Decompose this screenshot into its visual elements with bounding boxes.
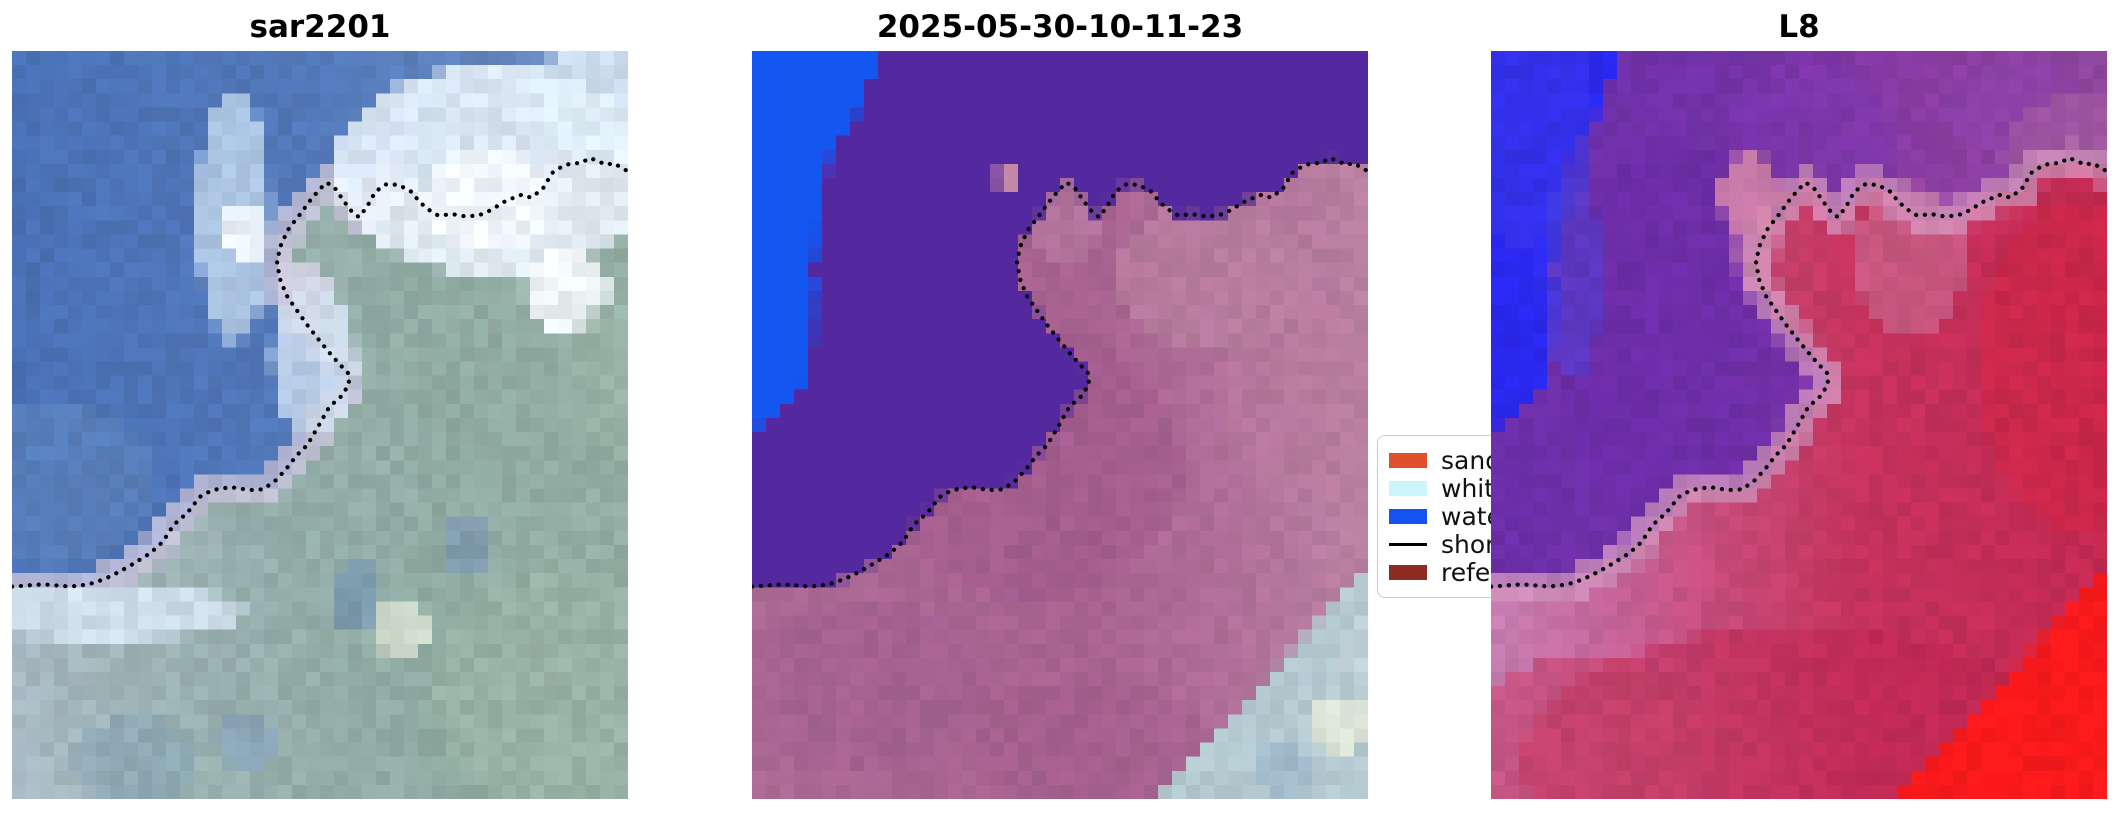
shoreline-dots-overlay	[12, 155, 628, 589]
panel-title-date: 2025-05-30-10-11-23	[876, 9, 1244, 45]
shoreline-dots	[12, 155, 628, 589]
panel-l8	[1491, 51, 2107, 799]
whitewater-swatch	[1389, 481, 1427, 496]
shoreline-dots-overlay	[752, 155, 1368, 589]
sand-swatch	[1389, 453, 1427, 468]
water-swatch	[1389, 509, 1427, 524]
shoreline-dots-overlay	[1491, 155, 2107, 589]
reference-swatch	[1389, 565, 1427, 580]
panel-classified-date	[752, 51, 1368, 799]
panel-title-l8: L8	[1778, 9, 1820, 45]
panel-sar2201	[12, 51, 628, 799]
legend-label: refer	[1441, 558, 1501, 587]
shoreline-dots	[752, 155, 1368, 589]
shoreline-line-swatch	[1389, 543, 1427, 546]
panel-title-sar2201: sar2201	[249, 9, 391, 45]
shoreline-dots	[1491, 155, 2107, 589]
legend-item-reference: refer	[1389, 558, 1597, 587]
